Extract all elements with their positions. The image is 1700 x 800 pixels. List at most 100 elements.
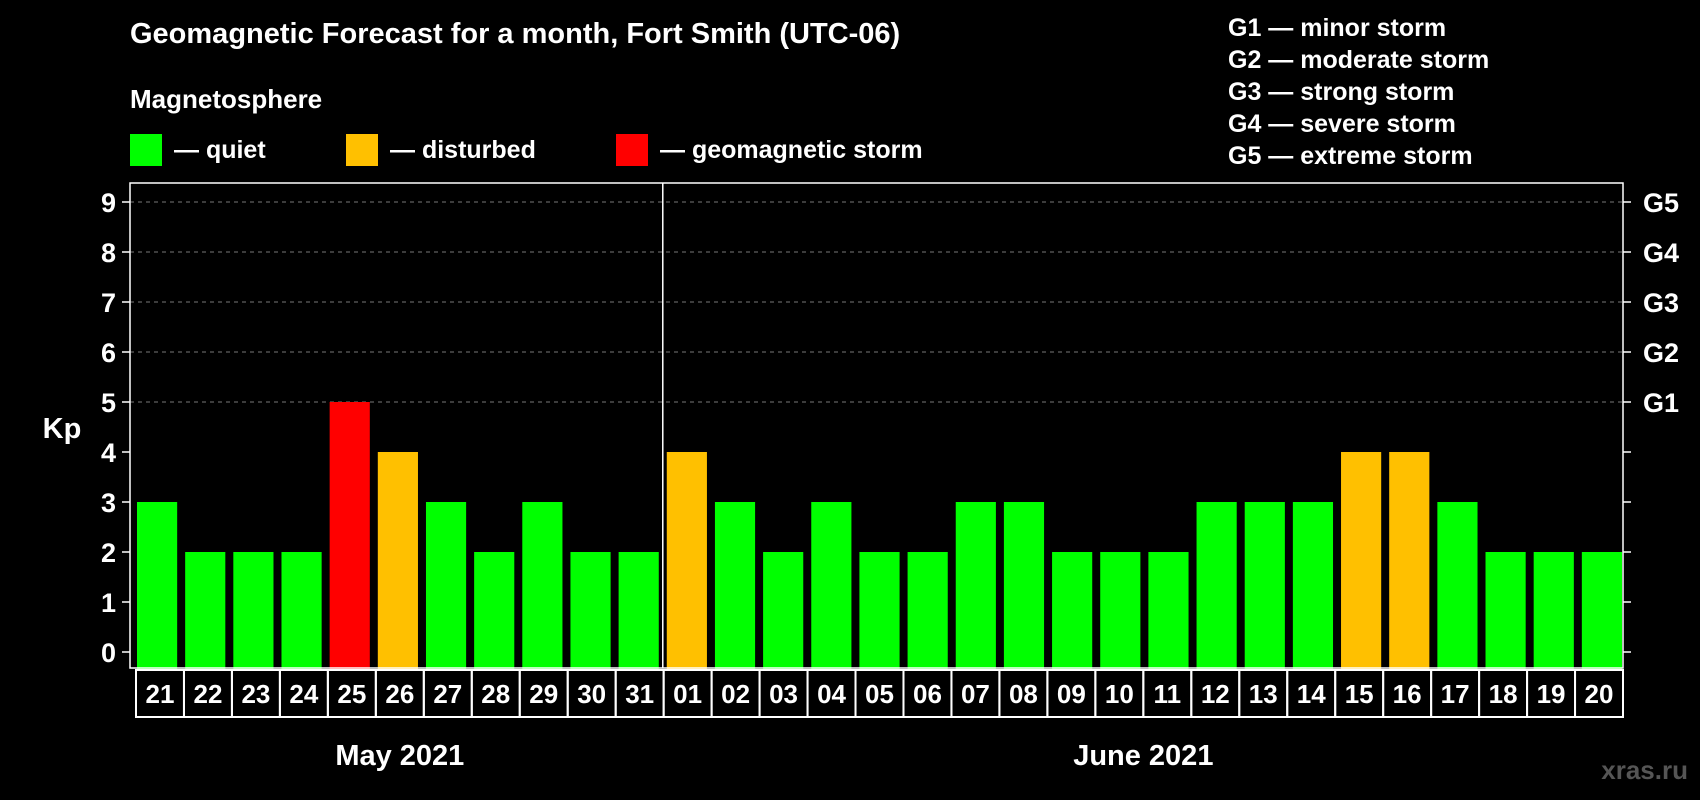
bar-02 [714, 502, 756, 669]
y-tick-label-0: 0 [101, 638, 116, 668]
legend-label-storm: — geomagnetic storm [660, 135, 923, 164]
date-label-03: 03 [769, 679, 798, 709]
y-tick-label-4: 4 [101, 438, 116, 468]
month-label-0: May 2021 [335, 740, 464, 772]
date-label-19: 19 [1537, 679, 1566, 709]
bar-18 [1485, 552, 1526, 669]
g-label-G5: G5 [1643, 188, 1679, 218]
y-tick-label-9: 9 [101, 188, 116, 218]
bar-28 [474, 552, 515, 669]
date-label-05: 05 [865, 679, 894, 709]
storm-scale-g3: G3 — strong storm [1228, 78, 1455, 106]
g-label-G2: G2 [1643, 338, 1679, 368]
date-label-26: 26 [385, 679, 414, 709]
date-label-15: 15 [1345, 679, 1374, 709]
storm-scale-g4: G4 — severe storm [1228, 110, 1456, 138]
date-label-23: 23 [241, 679, 270, 709]
y-tick-label-6: 6 [101, 338, 116, 368]
bar-07 [955, 502, 996, 669]
bar-20 [1581, 552, 1622, 669]
date-label-06: 06 [913, 679, 942, 709]
y-tick-label-8: 8 [101, 238, 116, 268]
bar-21 [137, 502, 178, 669]
y-tick-label-7: 7 [101, 288, 116, 318]
date-label-30: 30 [577, 679, 606, 709]
magnetosphere-legend: — quiet — disturbed — geomagnetic storm [130, 133, 1030, 167]
date-label-09: 09 [1057, 679, 1086, 709]
y-tick-label-2: 2 [101, 538, 116, 568]
date-label-12: 12 [1201, 679, 1230, 709]
date-label-27: 27 [433, 679, 462, 709]
bar-31 [618, 552, 659, 669]
date-cell-20 [1574, 669, 1624, 718]
bar-12 [1196, 502, 1237, 669]
bar-29 [522, 502, 563, 669]
g-label-G3: G3 [1643, 288, 1679, 318]
date-label-08: 08 [1009, 679, 1038, 709]
legend-label-quiet: — quiet [174, 135, 266, 164]
date-label-18: 18 [1489, 679, 1518, 709]
date-label-04: 04 [817, 679, 846, 709]
date-label-22: 22 [193, 679, 222, 709]
date-label-17: 17 [1441, 679, 1470, 709]
bar-27 [425, 502, 467, 669]
storm-scale-legend: G1 — minor storm G2 — moderate storm G3 … [1228, 12, 1489, 172]
plot-frame [129, 182, 1624, 669]
bar-14 [1292, 502, 1334, 669]
date-label-13: 13 [1249, 679, 1278, 709]
date-label-25: 25 [337, 679, 366, 709]
date-label-11: 11 [1154, 679, 1182, 709]
date-label-01: 01 [673, 679, 702, 709]
date-label-14: 14 [1297, 679, 1326, 709]
bar-24 [281, 552, 322, 669]
date-label-10: 10 [1105, 679, 1134, 709]
date-label-02: 02 [721, 679, 750, 709]
date-label-31: 31 [625, 679, 654, 709]
bar-09 [1052, 552, 1093, 669]
bar-23 [233, 552, 274, 669]
storm-scale-g2: G2 — moderate storm [1228, 46, 1490, 74]
legend-item-storm: — geomagnetic storm [616, 133, 923, 167]
bar-17 [1437, 502, 1478, 669]
date-label-07: 07 [961, 679, 990, 709]
bar-01 [666, 452, 707, 669]
bar-06 [907, 552, 948, 669]
watermark: xras.ru [1601, 755, 1688, 785]
bar-26 [377, 452, 418, 669]
y-tick-label-3: 3 [101, 488, 116, 518]
chart-title: Geomagnetic Forecast for a month, Fort S… [130, 18, 901, 50]
legend-label-disturbed: — disturbed [390, 135, 536, 164]
bar-04 [811, 502, 852, 669]
g-label-G4: G4 [1643, 238, 1679, 268]
date-label-29: 29 [529, 679, 558, 709]
date-label-24: 24 [289, 679, 318, 709]
date-label-20: 20 [1585, 679, 1614, 709]
g-label-G1: G1 [1643, 388, 1679, 418]
legend-swatch-quiet [130, 134, 162, 166]
y-tick-label-5: 5 [101, 388, 116, 418]
bar-05 [859, 552, 900, 669]
bar-22 [185, 552, 226, 669]
date-label-16: 16 [1393, 679, 1422, 709]
month-label-1: June 2021 [1073, 740, 1213, 772]
bar-15 [1341, 452, 1382, 669]
bar-19 [1533, 552, 1574, 669]
bar-25 [329, 402, 370, 669]
storm-scale-g5: G5 — extreme storm [1228, 142, 1473, 170]
bar-16 [1389, 452, 1430, 669]
bar-10 [1100, 552, 1141, 669]
legend-swatch-disturbed [346, 134, 378, 166]
bar-08 [1003, 502, 1045, 669]
legend-item-quiet: — quiet [130, 133, 266, 167]
legend-heading: Magnetosphere [130, 84, 323, 114]
bar-11 [1148, 552, 1189, 669]
legend-item-disturbed: — disturbed [346, 133, 536, 167]
y-axis-label: Kp [43, 413, 82, 445]
y-tick-label-1: 1 [101, 588, 116, 618]
bar-13 [1244, 502, 1285, 669]
bar-03 [763, 552, 804, 669]
storm-scale-g1: G1 — minor storm [1228, 14, 1447, 42]
legend-swatch-storm [616, 134, 648, 166]
bar-30 [570, 552, 611, 669]
